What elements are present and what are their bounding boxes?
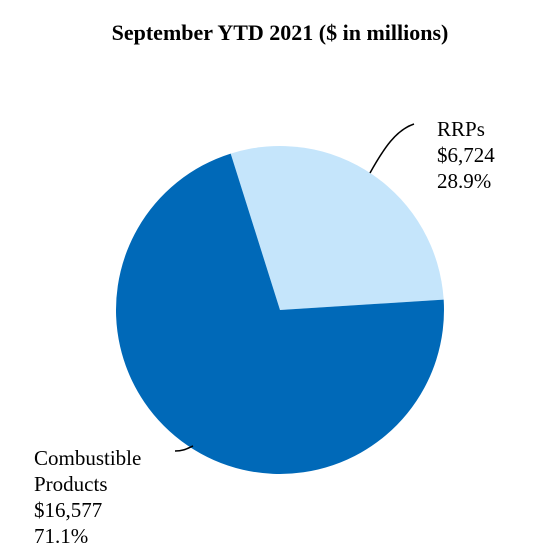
slice-label: RRPs	[437, 117, 485, 141]
slice-label: Products	[34, 472, 108, 496]
leader-line-rrps	[369, 123, 415, 174]
slice-percent-label: 28.9%	[437, 169, 491, 193]
slice-percent-label: 71.1%	[34, 524, 88, 548]
leader-line-combustible-products	[174, 445, 194, 452]
chart-title: September YTD 2021 ($ in millions)	[112, 20, 449, 45]
slice-amount-label: $6,724	[437, 143, 495, 167]
pie-slice-combustible-products	[115, 153, 444, 474]
pie-slice-rrps	[230, 145, 444, 310]
slice-amount-label: $16,577	[34, 498, 102, 522]
slice-label: Combustible	[34, 446, 141, 470]
